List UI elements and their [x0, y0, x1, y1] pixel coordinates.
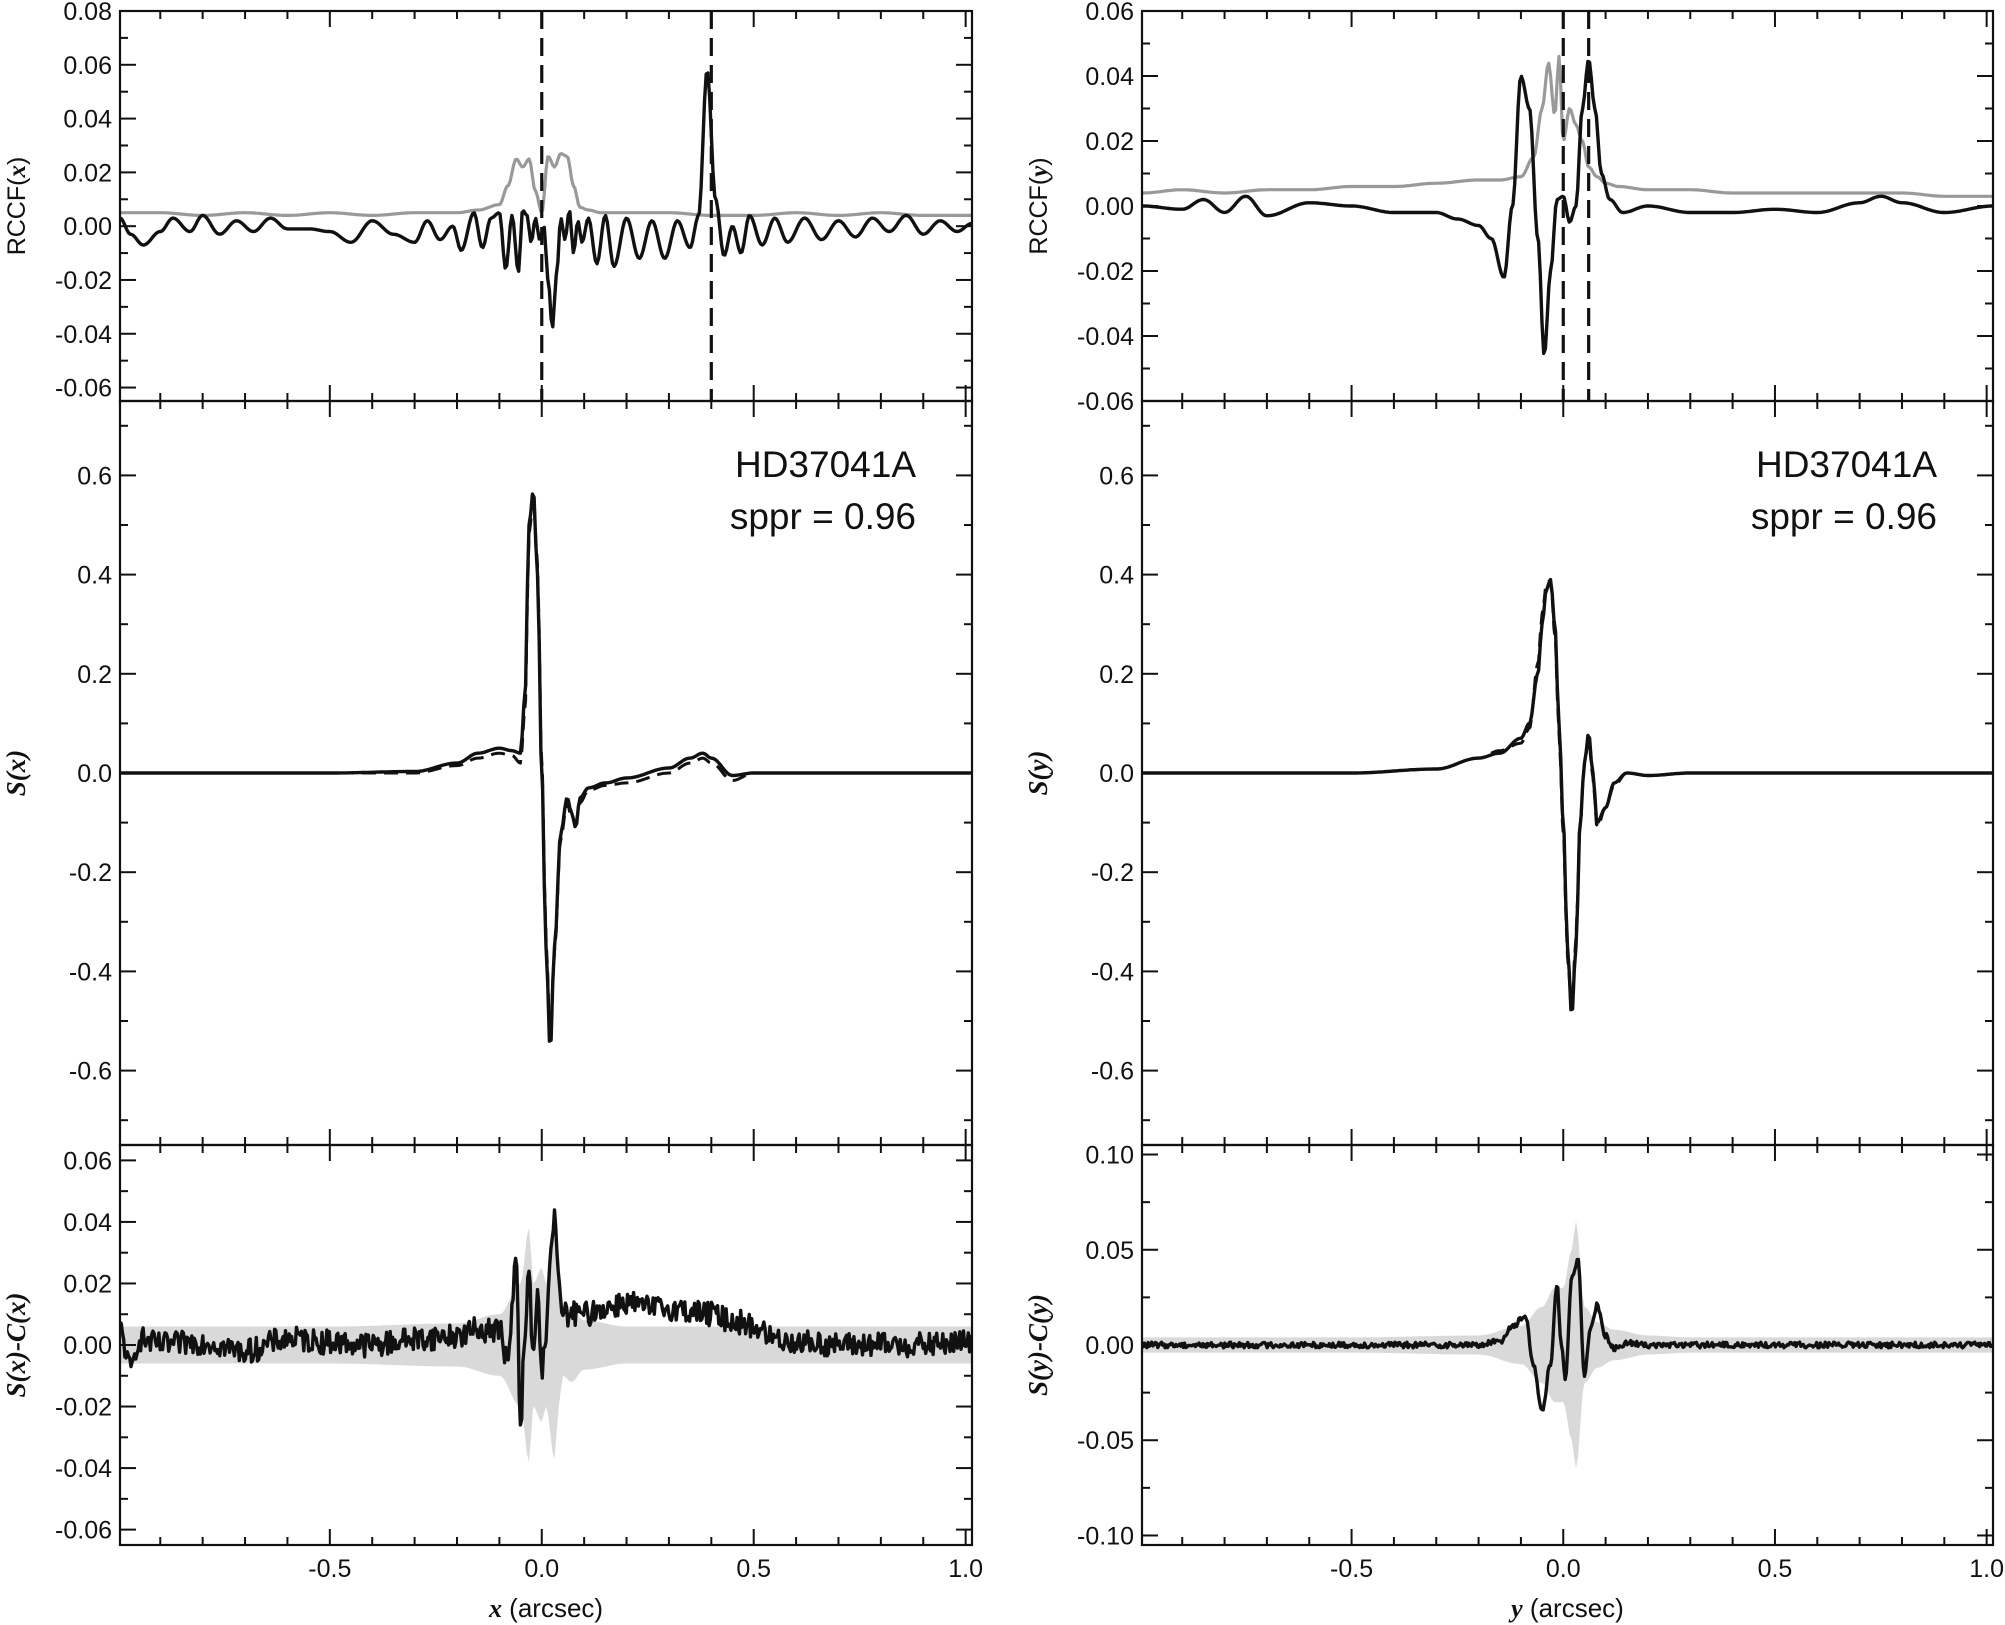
- y-tick-label: -0.2: [1091, 859, 1134, 887]
- series-line-black: [1142, 59, 1993, 356]
- panel-left-s: -0.6 -0.4 -0.2 0.0 0.2 0.4 0.6 S(x) HD37041A sppr…: [1, 399, 974, 1147]
- y-tick-label: -0.4: [69, 958, 112, 986]
- y-tick-label: 0.00: [63, 213, 112, 241]
- x-tick-label: 1.0: [1969, 1555, 2004, 1583]
- y-tick-label: -0.06: [1077, 388, 1134, 416]
- series-line-black: [1142, 577, 1993, 1012]
- y-tick-label: 0.6: [1099, 462, 1134, 490]
- y-tick-label: -0.02: [1077, 258, 1134, 286]
- series-line-black: [1142, 1257, 1993, 1412]
- y-tick-label: 0.06: [63, 1147, 112, 1175]
- x-axis-var: x: [488, 1594, 502, 1623]
- y-tick-label: -0.04: [55, 321, 112, 349]
- x-tick-label: 0.0: [524, 1555, 559, 1583]
- y-tick-label: 0.02: [1085, 128, 1134, 156]
- y-tick-label: 0.2: [1099, 661, 1134, 689]
- y-tick-label: 0.08: [63, 0, 112, 26]
- x-tick-label: 1.0: [948, 1555, 983, 1583]
- y-axis-label: S(y): [1023, 751, 1053, 796]
- plot-area: [120, 492, 972, 1043]
- panel-left-resid: -0.06 -0.04 -0.02 0.00 0.02 0.04 0.06 -0.5 0.0 0.…: [1, 1143, 983, 1623]
- plot-area: [1142, 577, 1993, 1012]
- series-line-gray: [120, 152, 972, 217]
- y-axis-label-var: x: [4, 165, 31, 179]
- annotation-text: sppr = 0.96: [1751, 496, 1937, 537]
- annotation-text: HD37041A: [1756, 444, 1937, 485]
- x-axis-label: y (arcsec): [1508, 1593, 1624, 1623]
- x-axis-var: y: [1508, 1594, 1523, 1623]
- panel-right-s: -0.6 -0.4 -0.2 0.0 0.2 0.4 0.6 S(y) HD37041A sppr…: [1023, 399, 1995, 1147]
- y-axis-label: S(x)-C(x): [1, 1293, 31, 1398]
- y-tick-label: 0.02: [63, 1270, 112, 1298]
- y-tick-label: 0.02: [63, 159, 112, 187]
- x-tick-label: -0.5: [1330, 1555, 1373, 1583]
- x-tick-label: -0.5: [308, 1555, 351, 1583]
- y-tick-label: -0.4: [1091, 958, 1134, 986]
- y-tick-label: 0.4: [77, 562, 112, 590]
- y-tick-label: -0.06: [55, 375, 112, 403]
- y-tick-label: 0.00: [1085, 193, 1134, 221]
- plot-area: [120, 11, 972, 401]
- y-axis-label: S(y)-C(y): [1023, 1294, 1053, 1396]
- axes-frame: [118, 9, 974, 403]
- y-axis-label: RCCF(x): [3, 157, 31, 256]
- y-tick-label: 0.0: [77, 760, 112, 788]
- y-tick-label: 0.05: [1085, 1237, 1134, 1265]
- x-tick-label: 0.5: [1758, 1555, 1793, 1583]
- series-line-gray: [1142, 54, 1993, 198]
- y-axis-label-suffix: ): [3, 157, 31, 165]
- panel-right-resid: -0.10 -0.05 0.00 0.05 0.10 -0.5 0.0 0.5 1.0 y (ar…: [1023, 1142, 2004, 1623]
- y-tick-label: -0.02: [55, 267, 112, 295]
- y-axis-label-prefix: RCCF(: [1025, 176, 1053, 254]
- series-line-black: [120, 71, 972, 329]
- y-tick-label: -0.02: [55, 1394, 112, 1422]
- x-tick-label: 0.5: [736, 1555, 771, 1583]
- y-tick-label: -0.04: [1077, 323, 1134, 351]
- y-tick-label: -0.06: [55, 1517, 112, 1545]
- y-tick-label: 0.4: [1099, 562, 1134, 590]
- series-line-black: [120, 1208, 972, 1427]
- plot-area: [1142, 11, 1993, 401]
- y-tick-label: -0.6: [1091, 1058, 1134, 1086]
- y-tick-label: 0.04: [1085, 63, 1134, 91]
- annotation-text: HD37041A: [735, 444, 916, 485]
- series-line-dashed: [1142, 578, 1993, 1008]
- plot-area: [120, 1208, 972, 1462]
- y-tick-label: -0.2: [69, 859, 112, 887]
- plot-area: [1142, 1221, 1993, 1469]
- x-axis-label: x (arcsec): [488, 1593, 603, 1623]
- y-tick-label: 0.04: [63, 106, 112, 134]
- y-tick-label: 0.00: [1085, 1332, 1134, 1360]
- y-axis-label-var: y: [1026, 165, 1053, 180]
- y-axis-label-suffix: ): [1025, 157, 1053, 165]
- y-tick-label: -0.05: [1077, 1427, 1134, 1455]
- y-tick-label: 0.0: [1099, 760, 1134, 788]
- y-tick-label: 0.06: [63, 52, 112, 80]
- y-tick-label: 0.06: [1085, 0, 1134, 26]
- y-axis-label: RCCF(y): [1025, 157, 1053, 254]
- panel-right-rccf: -0.06 -0.04 -0.02 0.00 0.02 0.04 0.06 RCCF(y): [1025, 0, 1995, 416]
- x-axis-unit: (arcsec): [1523, 1593, 1624, 1623]
- y-tick-label: 0.00: [63, 1332, 112, 1360]
- x-tick-label: 0.0: [1546, 1555, 1581, 1583]
- y-tick-label: -0.6: [69, 1058, 112, 1086]
- y-tick-label: -0.04: [55, 1455, 112, 1483]
- y-axis-label: S(x): [1, 750, 31, 797]
- y-axis-label-prefix: RCCF(: [3, 177, 31, 255]
- y-tick-label: 0.6: [77, 462, 112, 490]
- y-tick-label: 0.04: [63, 1209, 112, 1237]
- series-line-dashed: [120, 498, 972, 1034]
- y-tick-label: 0.10: [1085, 1142, 1134, 1170]
- annotation-text: sppr = 0.96: [730, 496, 916, 537]
- y-tick-label: 0.2: [77, 661, 112, 689]
- x-axis-unit: (arcsec): [502, 1593, 603, 1623]
- panel-left-rccf: -0.06 -0.04 -0.02 0.00 0.02 0.04 0.06 0.08 RCCF(…: [3, 0, 974, 403]
- y-tick-label: -0.10: [1077, 1522, 1134, 1550]
